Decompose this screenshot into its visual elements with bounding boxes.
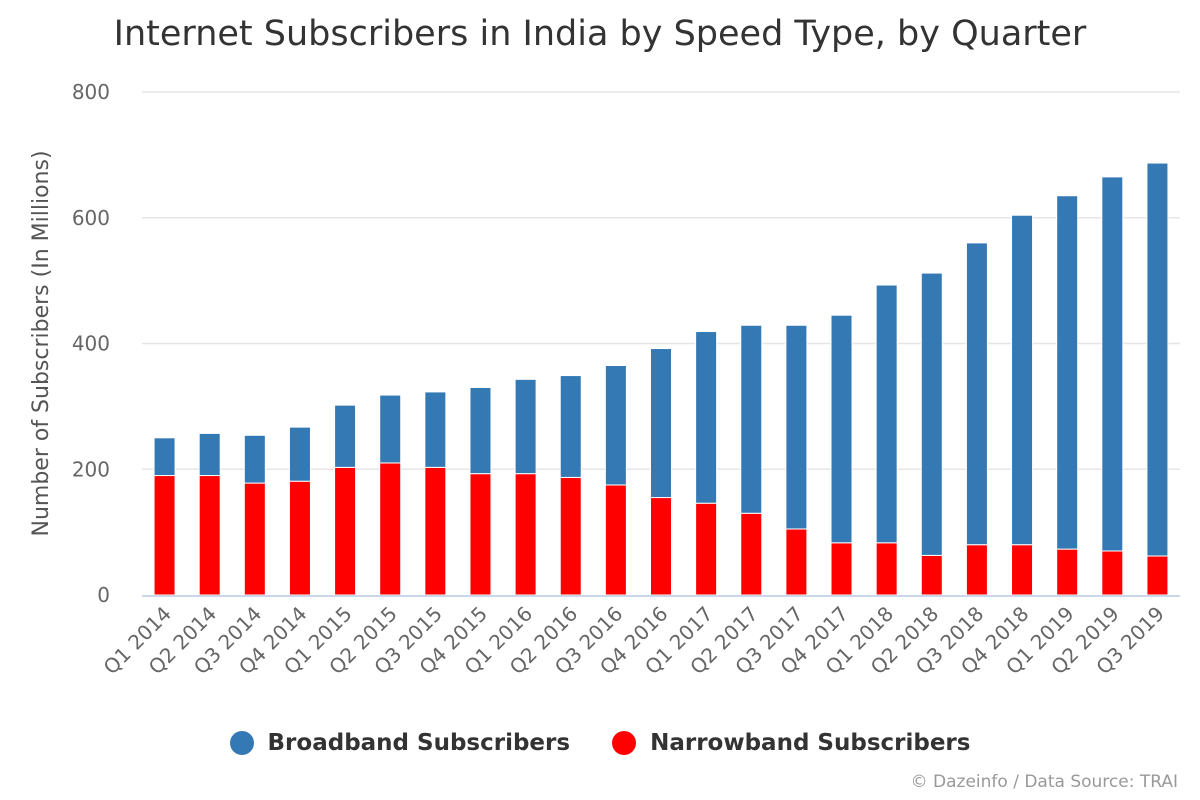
bar-broadband-q2-2018[interactable]: [920, 272, 943, 556]
source-credit: © Dazeinfo / Data Source: TRAI: [910, 772, 1178, 792]
bar-broadband-q1-2019[interactable]: [1056, 195, 1079, 550]
bar-broadband-q1-2016[interactable]: [514, 378, 537, 475]
bar-narrowband-q3-2015[interactable]: [424, 466, 447, 596]
bar-narrowband-q3-2017[interactable]: [785, 528, 808, 596]
bar-broadband-q2-2017[interactable]: [740, 324, 763, 514]
bar-broadband-q3-2019[interactable]: [1146, 162, 1169, 557]
legend-label-narrowband: Narrowband Subscribers: [650, 730, 971, 756]
bar-narrowband-q3-2014[interactable]: [243, 482, 266, 596]
bar-broadband-q1-2017[interactable]: [695, 331, 718, 504]
bar-narrowband-q2-2018[interactable]: [920, 554, 943, 596]
legend-swatch-narrowband: [612, 731, 637, 755]
bar-broadband-q1-2018[interactable]: [875, 284, 898, 544]
legend-label-broadband: Broadband Subscribers: [267, 730, 571, 756]
bar-broadband-q3-2017[interactable]: [785, 324, 808, 530]
bar-narrowband-q2-2019[interactable]: [1101, 550, 1124, 596]
bar-broadband-q3-2018[interactable]: [965, 242, 988, 546]
chart-title: Internet Subscribers in India by Speed T…: [113, 14, 1087, 54]
y-tick-label: 600: [72, 206, 110, 230]
y-axis-title: Number of Subscribers (In Millions): [29, 150, 54, 536]
bar-narrowband-q3-2018[interactable]: [965, 544, 988, 596]
y-axis-ticks: 0 200 400 600 800: [72, 80, 110, 607]
legend-item-broadband[interactable]: Broadband Subscribers: [229, 730, 571, 756]
bar-narrowband-q4-2015[interactable]: [469, 473, 492, 596]
bar-broadband-q2-2014[interactable]: [198, 432, 221, 477]
bar-narrowband-q4-2014[interactable]: [288, 480, 311, 596]
y-tick-label: 200: [72, 457, 110, 481]
bar-broadband-q4-2017[interactable]: [830, 314, 853, 544]
bar-broadband-q4-2016[interactable]: [650, 348, 672, 499]
legend-swatch-broadband: [229, 731, 254, 755]
bar-broadband-q3-2014[interactable]: [243, 434, 266, 484]
bar-narrowband-q4-2017[interactable]: [830, 542, 853, 596]
y-tick-label: 0: [97, 583, 110, 607]
bar-narrowband-q1-2019[interactable]: [1056, 548, 1079, 596]
bar-narrowband-q4-2016[interactable]: [650, 497, 672, 596]
bar-narrowband-q2-2014[interactable]: [198, 475, 221, 596]
bar-narrowband-q1-2015[interactable]: [334, 466, 357, 596]
y-tick-label: 400: [72, 332, 110, 356]
bar-narrowband-q2-2017[interactable]: [740, 512, 763, 596]
bar-narrowband-q1-2017[interactable]: [695, 502, 718, 596]
bar-narrowband-q1-2016[interactable]: [514, 473, 537, 596]
legend: Broadband Subscribers Narrowband Subscri…: [0, 730, 1200, 756]
bar-broadband-q4-2014[interactable]: [288, 426, 311, 482]
bar-narrowband-q3-2019[interactable]: [1146, 555, 1169, 596]
bar-broadband-q3-2015[interactable]: [424, 391, 447, 468]
bar-narrowband-q3-2016[interactable]: [604, 484, 627, 596]
gridlines: [142, 91, 1180, 470]
bar-broadband-q2-2016[interactable]: [559, 375, 582, 478]
bar-broadband-q4-2015[interactable]: [469, 387, 492, 475]
bar-broadband-q3-2016[interactable]: [604, 365, 627, 486]
bar-broadband-q1-2015[interactable]: [334, 404, 357, 468]
bar-narrowband-q1-2014[interactable]: [153, 475, 176, 596]
legend-item-narrowband[interactable]: Narrowband Subscribers: [612, 730, 970, 756]
bar-narrowband-q4-2018[interactable]: [1011, 544, 1034, 596]
bar-broadband-q1-2014[interactable]: [153, 437, 176, 477]
bar-broadband-q4-2018[interactable]: [1011, 214, 1034, 546]
bar-broadband-q2-2015[interactable]: [379, 394, 402, 464]
bar-narrowband-q2-2016[interactable]: [559, 476, 582, 596]
y-tick-label: 800: [72, 80, 110, 104]
bars: [153, 162, 1169, 596]
bar-narrowband-q2-2015[interactable]: [379, 462, 402, 596]
bar-broadband-q2-2019[interactable]: [1101, 176, 1124, 552]
bar-narrowband-q1-2018[interactable]: [875, 542, 898, 596]
